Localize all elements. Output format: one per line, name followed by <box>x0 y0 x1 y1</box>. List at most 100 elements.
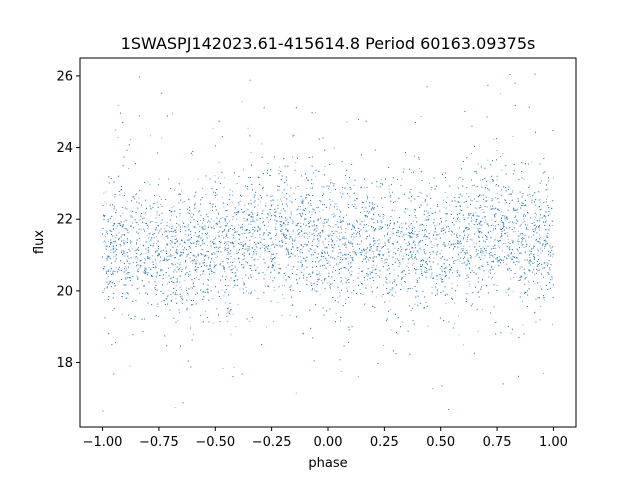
data-point <box>351 204 353 206</box>
data-point <box>337 297 339 299</box>
data-point <box>384 224 386 225</box>
data-point <box>111 282 113 284</box>
data-point <box>539 219 541 221</box>
data-point <box>243 220 245 222</box>
data-point <box>145 272 147 274</box>
data-point <box>262 243 264 245</box>
data-point <box>262 218 264 220</box>
data-point <box>547 195 549 197</box>
data-point <box>105 241 107 243</box>
data-point <box>459 241 460 243</box>
data-point <box>346 121 348 123</box>
data-point <box>137 268 139 270</box>
data-point <box>479 246 480 247</box>
data-point <box>338 273 340 274</box>
data-point <box>206 278 208 280</box>
data-point <box>401 236 403 237</box>
data-point <box>524 223 526 225</box>
data-point <box>223 206 225 208</box>
data-point <box>494 273 496 275</box>
data-point <box>327 252 329 254</box>
data-point <box>373 197 375 198</box>
data-point <box>181 240 183 242</box>
data-point <box>345 228 347 229</box>
data-point <box>383 284 384 286</box>
data-point <box>288 233 290 235</box>
data-point <box>210 279 212 281</box>
data-point <box>269 215 271 217</box>
data-point <box>349 196 351 198</box>
data-point <box>126 200 128 202</box>
data-point <box>524 224 526 226</box>
data-point <box>141 318 143 320</box>
data-point <box>202 291 204 293</box>
data-point <box>354 203 356 205</box>
data-point <box>506 258 508 260</box>
data-point <box>114 247 116 249</box>
data-point <box>340 219 342 221</box>
data-point <box>337 237 339 239</box>
data-point <box>456 220 457 222</box>
data-point <box>451 282 453 284</box>
data-point <box>280 198 281 200</box>
data-point <box>165 247 167 249</box>
data-point <box>298 206 300 208</box>
data-point <box>244 242 246 244</box>
data-point <box>121 296 123 297</box>
data-point <box>369 271 371 273</box>
data-point <box>409 224 411 226</box>
data-point <box>267 221 269 223</box>
data-point <box>482 209 484 210</box>
data-point <box>381 295 383 297</box>
data-point <box>423 249 425 251</box>
data-point <box>366 251 368 253</box>
data-point <box>364 279 366 281</box>
data-point <box>387 269 388 271</box>
data-point <box>479 220 481 222</box>
data-point <box>467 206 469 208</box>
data-point <box>443 206 445 208</box>
data-point <box>128 168 130 169</box>
data-point <box>479 222 481 224</box>
data-point <box>380 179 382 180</box>
data-point <box>430 254 432 255</box>
data-point <box>187 225 189 226</box>
data-point <box>425 230 427 232</box>
data-point <box>219 222 221 224</box>
data-point <box>427 325 429 327</box>
data-point <box>241 233 243 235</box>
data-point <box>207 289 209 291</box>
data-point <box>409 248 411 250</box>
data-point <box>129 365 131 367</box>
data-point <box>129 240 131 242</box>
data-point <box>551 250 553 252</box>
data-point <box>164 231 166 233</box>
data-point <box>431 272 433 274</box>
data-point <box>244 257 246 259</box>
data-point <box>292 229 294 231</box>
data-point <box>345 298 347 300</box>
data-point <box>277 301 279 303</box>
data-point <box>110 270 111 272</box>
data-point <box>284 233 286 235</box>
data-point <box>127 255 129 257</box>
data-point <box>445 245 447 247</box>
data-point <box>469 239 471 240</box>
data-point <box>175 264 176 265</box>
data-point <box>456 234 458 236</box>
data-point <box>512 191 514 193</box>
data-point <box>310 249 312 251</box>
data-point <box>242 263 244 265</box>
data-point <box>405 208 406 210</box>
data-point <box>157 256 159 258</box>
data-point <box>247 247 249 249</box>
data-point <box>466 193 467 195</box>
data-point <box>130 226 132 228</box>
data-point <box>416 268 418 270</box>
data-point <box>547 237 549 238</box>
data-point <box>293 193 295 195</box>
data-point <box>273 199 275 201</box>
data-point <box>281 239 283 241</box>
data-point <box>269 174 271 176</box>
